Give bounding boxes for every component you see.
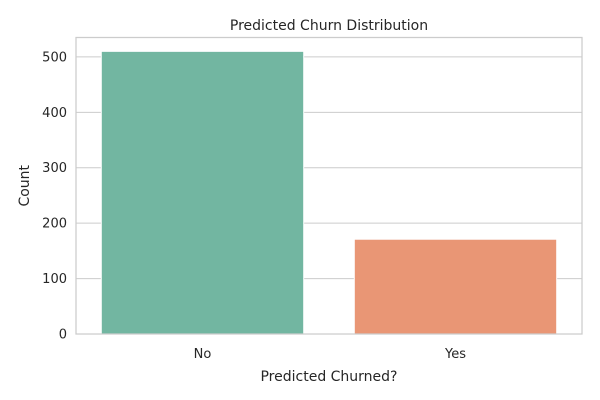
y-tick-label: 300 (42, 161, 67, 176)
x-tick-label: No (194, 347, 212, 362)
chart-title: Predicted Churn Distribution (230, 18, 428, 34)
y-tick-label: 200 (42, 217, 67, 232)
bar-yes (353, 238, 558, 335)
y-tick-label: 400 (42, 106, 67, 121)
y-tick-label: 0 (59, 328, 67, 343)
x-axis-label: Predicted Churned? (260, 369, 397, 385)
x-axis-ticks: No Yes (194, 347, 467, 362)
bar-no (100, 50, 305, 335)
y-tick-label: 500 (42, 50, 67, 65)
y-axis-ticks: 0 100 200 300 400 500 (42, 50, 67, 342)
x-tick-label: Yes (444, 347, 466, 362)
y-axis-label: Count (17, 164, 33, 206)
y-tick-label: 100 (42, 272, 67, 287)
bars (100, 50, 558, 335)
plot-frame (75, 36, 583, 335)
